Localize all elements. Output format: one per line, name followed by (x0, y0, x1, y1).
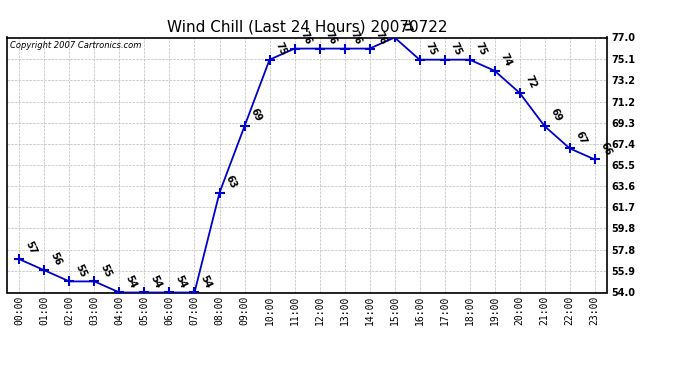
Title: Wind Chill (Last 24 Hours) 20070722: Wind Chill (Last 24 Hours) 20070722 (167, 20, 447, 35)
Text: 74: 74 (499, 51, 513, 68)
Text: 75: 75 (424, 40, 439, 57)
Text: 69: 69 (248, 107, 264, 123)
Text: 75: 75 (448, 40, 464, 57)
Text: 69: 69 (549, 107, 564, 123)
Text: 76: 76 (374, 29, 388, 46)
Text: 76: 76 (324, 29, 339, 46)
Text: 76: 76 (348, 29, 364, 46)
Text: 57: 57 (23, 240, 39, 256)
Text: 55: 55 (99, 262, 113, 279)
Text: 56: 56 (48, 251, 63, 267)
Text: 54: 54 (199, 273, 213, 290)
Text: 75: 75 (274, 40, 288, 57)
Text: 77: 77 (399, 18, 413, 35)
Text: 54: 54 (174, 273, 188, 290)
Text: 66: 66 (599, 140, 613, 157)
Text: 72: 72 (524, 74, 539, 90)
Text: 63: 63 (224, 174, 239, 190)
Text: 54: 54 (124, 273, 139, 290)
Text: 67: 67 (574, 129, 589, 146)
Text: Copyright 2007 Cartronics.com: Copyright 2007 Cartronics.com (10, 41, 141, 50)
Text: 55: 55 (74, 262, 88, 279)
Text: 75: 75 (474, 40, 489, 57)
Text: 76: 76 (299, 29, 313, 46)
Text: 54: 54 (148, 273, 164, 290)
